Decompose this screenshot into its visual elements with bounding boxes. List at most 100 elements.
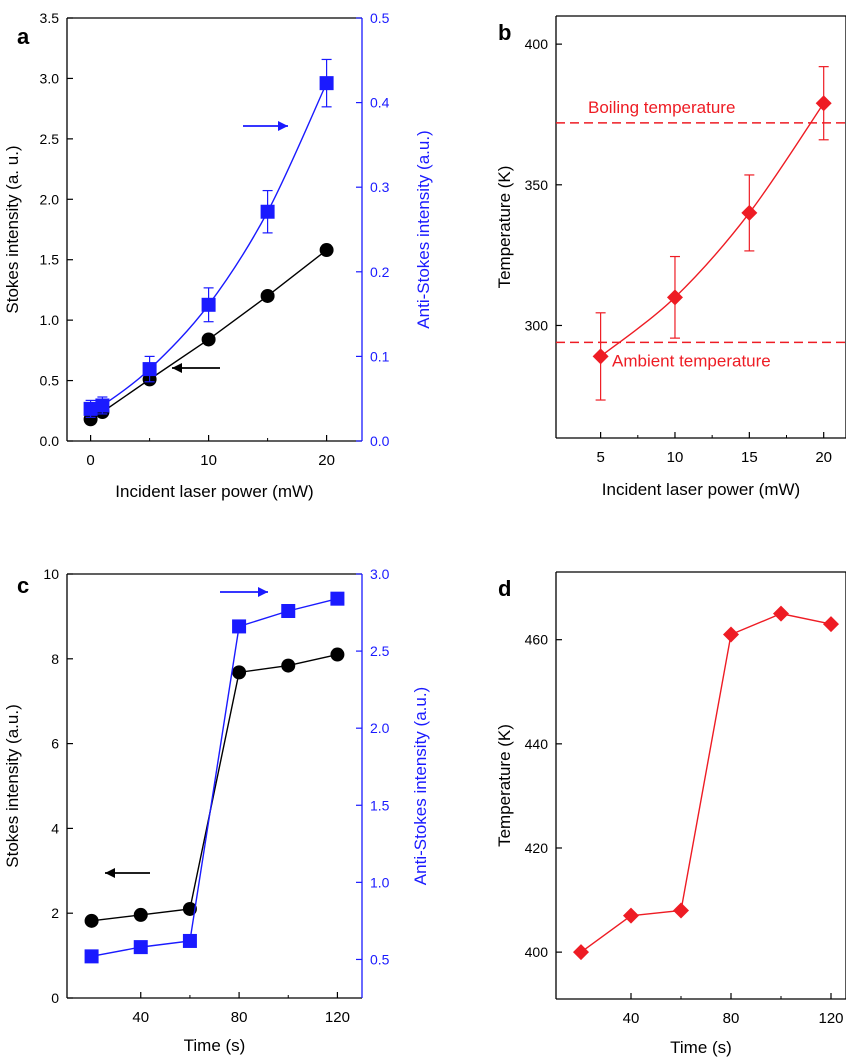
data-point	[623, 907, 639, 924]
data-point	[232, 619, 247, 634]
y-tick-label: 440	[525, 736, 549, 752]
reference-line-label: Boiling temperature	[588, 98, 735, 117]
data-point	[142, 362, 157, 377]
axis-arrow-head	[172, 363, 182, 373]
data-point	[133, 907, 148, 922]
series-line	[580, 612, 832, 953]
data-point	[330, 591, 345, 606]
data-point	[281, 658, 296, 673]
data-point	[723, 626, 739, 643]
axis-arrow-head	[278, 121, 288, 131]
y2-tick-label: 3.0	[370, 566, 390, 582]
x-tick-label: 10	[200, 452, 217, 469]
y-tick-label: 350	[525, 177, 549, 193]
y-axis-label: Temperature (K)	[495, 166, 514, 289]
data-point	[95, 398, 110, 413]
x-axis-label: Time (s)	[670, 1038, 732, 1057]
y-tick-label: 4	[51, 820, 59, 836]
data-point	[319, 76, 334, 91]
x-tick-label: 120	[325, 1009, 350, 1026]
data-point	[182, 901, 197, 916]
y2-tick-label: 0.0	[370, 433, 390, 449]
y2-tick-label: 0.1	[370, 348, 390, 364]
x-axis-label: Time (s)	[184, 1036, 246, 1055]
y2-axis-label: Anti-Stokes intensity (a.u.)	[411, 687, 430, 885]
x-tick-label: 120	[818, 1010, 843, 1027]
data-point	[573, 944, 589, 961]
y-tick-label: 1.5	[40, 252, 60, 268]
data-point	[741, 204, 758, 221]
y-tick-label: 2.0	[40, 191, 60, 207]
y-tick-label: 6	[51, 736, 59, 752]
data-point	[281, 604, 296, 619]
x-tick-label: 40	[623, 1010, 640, 1027]
data-point	[133, 940, 148, 955]
y2-tick-label: 0.3	[370, 179, 390, 195]
panel-label: b	[498, 20, 511, 45]
panel-c: c 40 80 120 0 2 4 6 8 10 0.5 1.0 1.5 2.0 2.5 3.0 Time (s…	[3, 566, 430, 1055]
y-tick-label: 3.5	[40, 10, 60, 26]
y-tick-label: 3.0	[40, 70, 60, 86]
panel-b: b 5 10 15 20 300 350 400 Incident laser power (m…	[495, 15, 846, 499]
data-point	[773, 605, 789, 622]
x-tick-label: 10	[667, 449, 684, 466]
data-point	[815, 95, 832, 112]
data-point	[592, 348, 609, 365]
y2-tick-label: 0.5	[370, 951, 390, 967]
data-point	[83, 401, 98, 416]
data-point	[260, 204, 275, 219]
data-point	[201, 297, 216, 312]
panel-d: d 40 80 120 400 420 440 460 Time (s) Temperature …	[495, 571, 846, 1057]
x-tick-label: 20	[318, 452, 335, 469]
series-line	[91, 597, 338, 958]
y2-tick-label: 2.5	[370, 643, 390, 659]
series-line	[600, 102, 825, 357]
y-tick-label: 400	[525, 36, 549, 52]
axis-arrow-head	[258, 587, 268, 597]
y-tick-label: 400	[525, 944, 549, 960]
x-tick-label: 0	[86, 452, 94, 469]
y-tick-label: 460	[525, 632, 549, 648]
y2-axis-label: Anti-Stokes intensity (a.u.)	[414, 130, 433, 328]
y2-tick-label: 0.4	[370, 95, 390, 111]
axis-arrow-head	[105, 868, 115, 878]
reference-line-label: Ambient temperature	[612, 351, 771, 370]
y-tick-label: 10	[43, 566, 59, 582]
data-point	[84, 913, 99, 928]
series-line	[90, 82, 328, 411]
y-tick-label: 420	[525, 840, 549, 856]
y-tick-label: 2	[51, 905, 59, 921]
y2-tick-label: 1.0	[370, 874, 390, 890]
x-axis-label: Incident laser power (mW)	[602, 480, 800, 499]
y-axis-label: Temperature (K)	[495, 724, 514, 847]
data-point	[260, 288, 275, 303]
y-tick-label: 300	[525, 317, 549, 333]
x-tick-label: 15	[741, 449, 758, 466]
panel-label: a	[17, 24, 30, 49]
x-tick-label: 80	[723, 1010, 740, 1027]
y2-tick-label: 1.5	[370, 797, 390, 813]
y-axis-label: Stokes intensity (a. u.)	[3, 145, 22, 313]
y2-tick-label: 2.0	[370, 720, 390, 736]
x-tick-label: 80	[231, 1009, 248, 1026]
panel-label: c	[17, 573, 29, 598]
y-tick-label: 0	[51, 990, 59, 1006]
y-tick-label: 0.5	[40, 373, 60, 389]
data-point	[666, 289, 683, 306]
y-axis-label: Stokes intensity (a.u.)	[3, 704, 22, 867]
data-point	[201, 332, 216, 347]
data-point	[319, 243, 334, 258]
x-axis-label: Incident laser power (mW)	[115, 482, 313, 501]
x-tick-label: 40	[132, 1009, 149, 1026]
data-point	[673, 902, 689, 919]
data-point	[330, 647, 345, 662]
x-tick-label: 5	[596, 449, 604, 466]
y-tick-label: 1.0	[40, 312, 60, 328]
y-tick-label: 8	[51, 651, 59, 667]
series-line	[91, 653, 338, 922]
y-tick-label: 2.5	[40, 131, 60, 147]
panel-label: d	[498, 576, 511, 601]
y-tick-label: 0.0	[40, 433, 60, 449]
panel-a: a 0 10 20 0.0 0.5 1.0 1.5 2.0 2.5 3.0 3.5 0.0 0.1 0.2 0…	[3, 10, 433, 501]
